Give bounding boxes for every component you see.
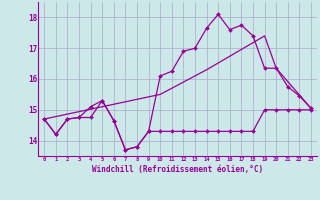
X-axis label: Windchill (Refroidissement éolien,°C): Windchill (Refroidissement éolien,°C) bbox=[92, 165, 263, 174]
